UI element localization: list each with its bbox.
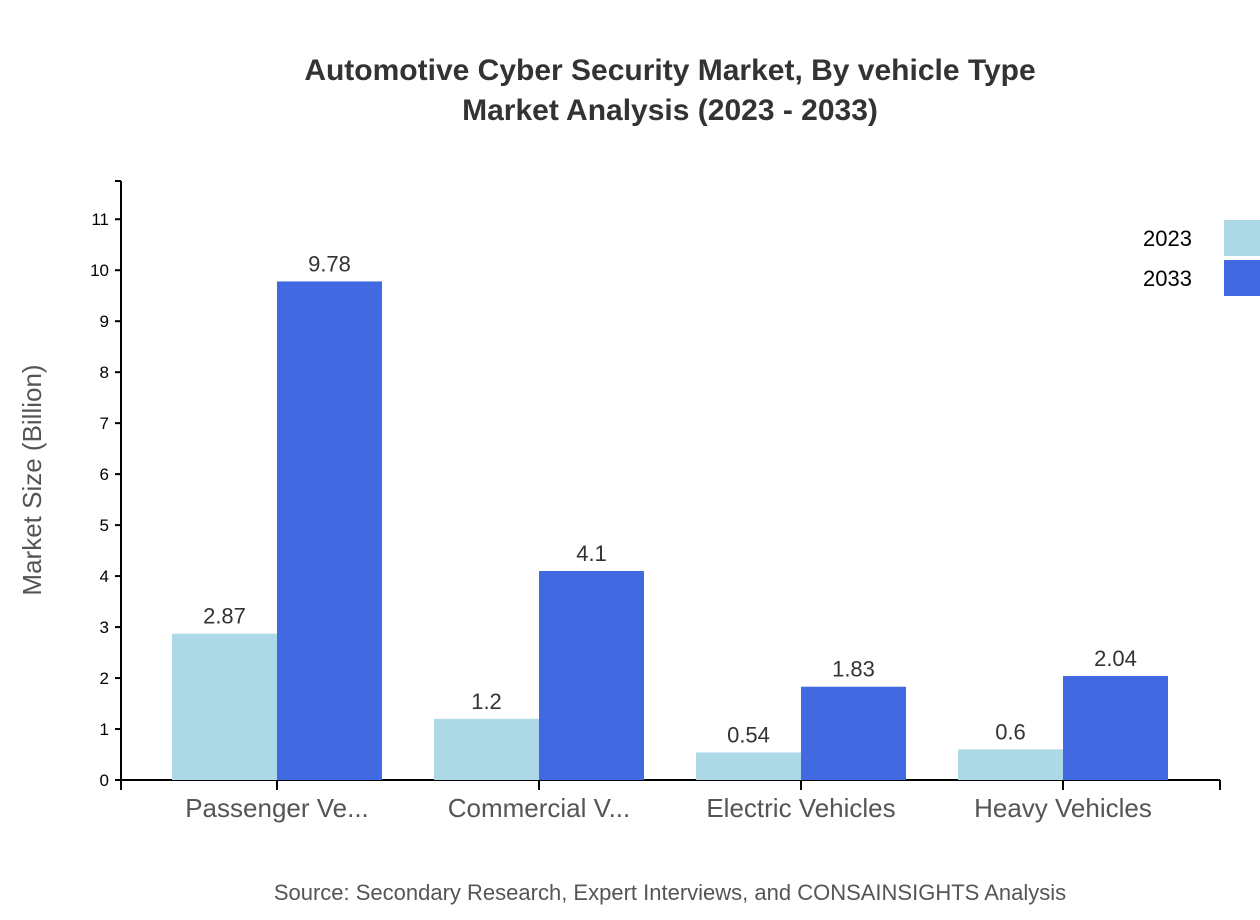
bar-2033 bbox=[277, 281, 382, 780]
data-label: 1.83 bbox=[832, 657, 875, 682]
chart-title: Automotive Cyber Security Market, By veh… bbox=[304, 54, 1035, 87]
x-tick-label: Heavy Vehicles bbox=[974, 793, 1152, 823]
y-tick-label: 10 bbox=[90, 261, 109, 280]
bar-2023 bbox=[958, 749, 1063, 780]
y-tick-label: 7 bbox=[100, 414, 109, 433]
y-tick-label: 8 bbox=[100, 363, 109, 382]
y-axis-label: Market Size (Billion) bbox=[17, 364, 47, 595]
legend-label: 2023 bbox=[1143, 226, 1192, 251]
y-tick-label: 6 bbox=[100, 465, 109, 484]
data-label: 2.04 bbox=[1094, 646, 1137, 671]
data-label: 0.54 bbox=[727, 722, 770, 747]
data-label: 4.1 bbox=[576, 541, 607, 566]
y-tick-label: 11 bbox=[91, 210, 109, 229]
y-tick-label: 0 bbox=[100, 771, 109, 790]
data-label: 1.2 bbox=[471, 689, 502, 714]
y-tick-label: 2 bbox=[100, 669, 109, 688]
y-tick-label: 4 bbox=[100, 567, 109, 586]
y-tick-label: 3 bbox=[100, 618, 109, 637]
y-tick-label: 9 bbox=[100, 312, 109, 331]
legend-swatch-2033 bbox=[1224, 260, 1260, 296]
x-tick-label: Commercial V... bbox=[448, 793, 631, 823]
legend-label: 2033 bbox=[1143, 266, 1192, 291]
y-tick-label: 5 bbox=[100, 516, 109, 535]
x-tick-label: Passenger Ve... bbox=[185, 793, 369, 823]
bar-2033 bbox=[801, 686, 906, 780]
y-tick-label: 1 bbox=[100, 720, 109, 739]
x-tick-label: Electric Vehicles bbox=[706, 793, 895, 823]
bar-2023 bbox=[172, 633, 277, 780]
bar-2033 bbox=[539, 570, 644, 780]
bar-2023 bbox=[434, 718, 539, 780]
legend-swatch-2023 bbox=[1224, 220, 1260, 256]
chart-subtitle: Market Analysis (2023 - 2033) bbox=[462, 94, 878, 127]
source-note: Source: Secondary Research, Expert Inter… bbox=[274, 880, 1066, 905]
bar-2033 bbox=[1063, 676, 1168, 780]
data-label: 0.6 bbox=[995, 719, 1026, 744]
data-label: 9.78 bbox=[308, 251, 351, 276]
bar-2023 bbox=[696, 752, 801, 780]
data-label: 2.87 bbox=[203, 604, 246, 629]
